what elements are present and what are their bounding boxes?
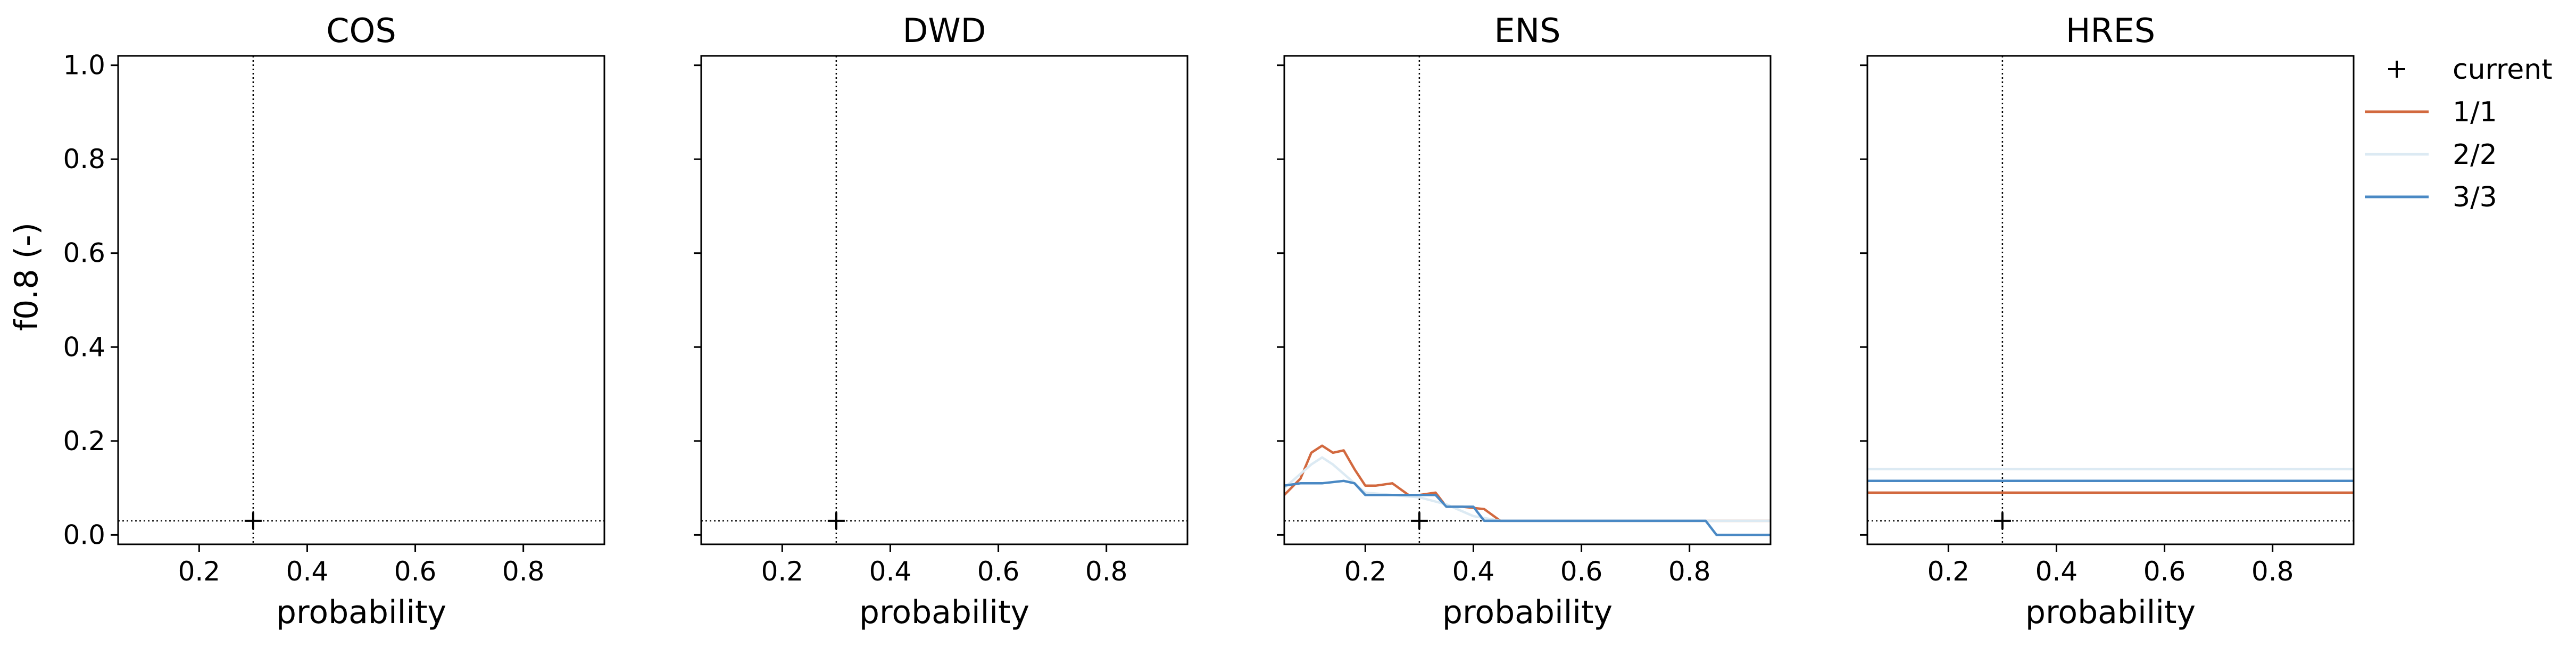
panel-frame-hres	[1866, 55, 2355, 545]
x-axis-label-ens: probability	[1442, 594, 1613, 631]
x-tick-label-dwd: 0.6	[977, 556, 1020, 587]
panels: COS 0.2 0.4 0.6 0.8 probability 0.0 0.2 0.4 0.6 0.…	[63, 11, 2355, 631]
series-line-ens-1-1	[1284, 444, 1771, 522]
x-axis-label-hres: probability	[2025, 594, 2196, 631]
panel-cos: COS 0.2 0.4 0.6 0.8 probability 0.0 0.2 0.4 0.6 0.…	[63, 11, 605, 631]
series-line-ens-2-2	[1284, 456, 1771, 522]
x-tick-label-ens: 0.4	[1452, 556, 1495, 587]
panel-title-ens: ENS	[1494, 11, 1561, 50]
current-marker-hres	[1993, 512, 2011, 529]
x-tick-label-dwd: 0.2	[761, 556, 804, 587]
y-tick-label: 0.8	[63, 144, 105, 175]
x-tick-label-dwd: 0.8	[1085, 556, 1128, 587]
legend: current 1/1 2/2 3/3	[2365, 54, 2553, 213]
y-tick-label: 0.2	[63, 426, 105, 457]
x-tick-label-cos: 0.8	[502, 556, 545, 587]
y-tick-label: 1.0	[63, 50, 105, 81]
y-tick-label: 0.4	[63, 331, 105, 362]
series-line-ens-3-3	[1284, 479, 1771, 536]
legend-label: 2/2	[2453, 139, 2497, 171]
x-axis-label-cos: probability	[276, 594, 446, 631]
current-marker-dwd	[827, 512, 845, 529]
x-tick-label-hres: 0.6	[2143, 556, 2186, 587]
y-axis-label: f0.8 (-)	[8, 222, 45, 331]
x-tick-label-cos: 0.4	[286, 556, 329, 587]
panel-title-hres: HRES	[2066, 11, 2155, 50]
panel-dwd: DWD 0.2 0.4 0.6 0.8 probability	[694, 11, 1189, 631]
panel-hres: HRES 0.2 0.4 0.6 0.8 probability	[1860, 11, 2355, 631]
y-tick-label: 0.6	[63, 238, 105, 269]
panel-title-cos: COS	[326, 11, 396, 50]
y-tick-label: 0.0	[63, 519, 105, 550]
panel-title-dwd: DWD	[903, 11, 986, 50]
legend-label: 1/1	[2453, 96, 2497, 128]
panel-ens: ENS 0.2 0.4 0.6 0.8 probability	[1277, 11, 1772, 631]
current-marker-ens	[1410, 512, 1428, 529]
x-tick-label-hres: 0.2	[1927, 556, 1970, 587]
x-tick-label-hres: 0.8	[2251, 556, 2294, 587]
legend-current-marker	[2388, 61, 2405, 78]
series-group-hres	[1867, 468, 2354, 494]
x-tick-label-cos: 0.6	[394, 556, 437, 587]
legend-entry-1-1: 1/1	[2365, 96, 2497, 128]
panel-frame-dwd	[700, 55, 1189, 545]
x-tick-label-dwd: 0.4	[869, 556, 912, 587]
x-tick-label-ens: 0.8	[1668, 556, 1711, 587]
x-tick-label-cos: 0.2	[178, 556, 221, 587]
x-tick-label-ens: 0.2	[1344, 556, 1387, 587]
legend-label: 3/3	[2453, 181, 2497, 213]
legend-entry-current: current	[2388, 54, 2553, 86]
legend-label: current	[2453, 54, 2553, 86]
legend-entry-2-2: 2/2	[2365, 139, 2497, 171]
x-axis-label-dwd: probability	[859, 594, 1029, 631]
panel-frame-cos	[117, 55, 605, 545]
panel-frame-ens	[1283, 55, 1772, 545]
current-marker-cos	[244, 512, 262, 529]
series-group-ens	[1284, 444, 1771, 536]
x-tick-label-ens: 0.6	[1560, 556, 1603, 587]
x-tick-label-hres: 0.4	[2035, 556, 2078, 587]
legend-entry-3-3: 3/3	[2365, 181, 2497, 213]
